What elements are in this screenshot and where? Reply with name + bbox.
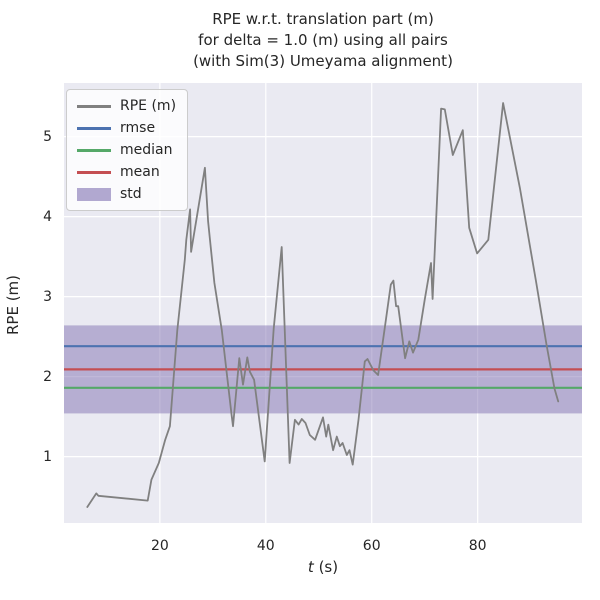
legend-label: rmse (120, 120, 156, 136)
legend-item-mean: mean (77, 161, 179, 183)
x-tick-label-20: 20 (150, 538, 169, 554)
legend-label: mean (120, 164, 160, 180)
y-tick-label-3: 3 (43, 288, 52, 305)
legend-item-std: std (77, 183, 179, 205)
chart-title-line2: for delta = 1.0 (m) using all pairs (198, 31, 448, 49)
chart-title-line1: RPE w.r.t. translation part (m) (212, 10, 434, 28)
legend-swatch-line (77, 126, 111, 130)
y-tick-label-1: 1 (43, 448, 52, 465)
legend-swatch-line (77, 148, 111, 152)
legend-label: RPE (m) (120, 98, 177, 114)
legend-swatch-line (77, 104, 111, 108)
x-tick-label-80: 80 (468, 538, 487, 554)
legend-item-rmse: rmse (77, 117, 179, 139)
y-tick-label-4: 4 (43, 208, 52, 225)
legend-item-median: median (77, 139, 179, 161)
x-tick-label-60: 60 (362, 538, 381, 554)
legend-swatch-patch (77, 187, 111, 201)
legend-label: median (120, 142, 173, 158)
rpe-line (86, 102, 560, 508)
chart-title-line3: (with Sim(3) Umeyama alignment) (193, 52, 453, 70)
x-axis-label-unit: (s) (313, 558, 339, 576)
y-axis-label: RPE (m) (4, 274, 22, 336)
legend-label: std (120, 186, 142, 202)
x-axis-label-var: t (307, 558, 314, 576)
legend: RPE (m) rmse median mean std (66, 89, 188, 211)
legend-item-rpe-m-: RPE (m) (77, 95, 179, 117)
x-tick-label-40: 40 (256, 538, 275, 554)
y-tick-label-2: 2 (43, 368, 52, 385)
chart-title: RPE w.r.t. translation part (m) for delt… (64, 9, 582, 72)
plot-area (64, 83, 582, 523)
y-tick-label-5: 5 (43, 128, 52, 145)
x-axis-label: t (s) (64, 558, 582, 576)
legend-swatch-line (77, 170, 111, 174)
